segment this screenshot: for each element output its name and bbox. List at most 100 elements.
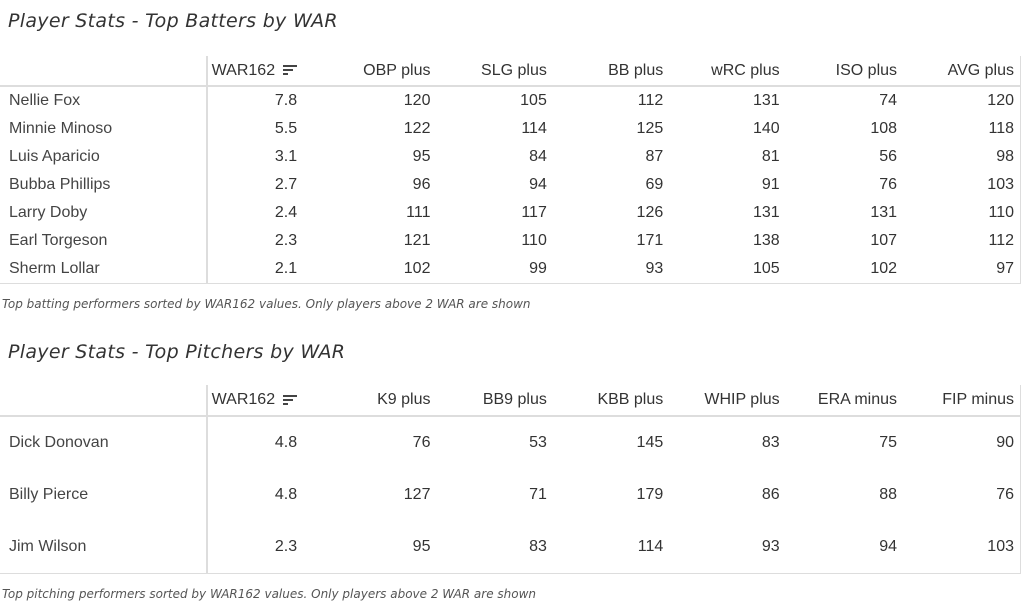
column-header-label: ERA minus (817, 391, 898, 408)
column-header-bb9-plus[interactable]: BB9 plus (436, 385, 553, 417)
stat-cell: 95 (412, 148, 431, 165)
stat-cell: 3.1 (274, 148, 298, 165)
stat-cell: 127 (403, 486, 431, 503)
stat-cell: 91 (761, 176, 780, 193)
column-header-wrc-plus[interactable]: wRC plus (669, 56, 786, 87)
column-header-era-minus[interactable]: ERA minus (785, 385, 904, 417)
table-row: Minnie Minoso 5.5 122 114 125 140 108 118 (0, 115, 1021, 143)
stat-cell: 71 (529, 486, 547, 503)
stat-cell: 88 (879, 486, 898, 503)
column-header-label: ISO plus (835, 61, 898, 79)
stat-cell: 114 (521, 120, 547, 137)
column-header-label: FIP minus (942, 391, 1014, 408)
batters-caption: Top batting performers sorted by WAR162 … (2, 297, 531, 311)
stat-cell: 140 (752, 120, 780, 137)
player-name: Dick Donovan (0, 416, 208, 469)
stat-cell: 112 (988, 232, 1014, 249)
stat-cell: 171 (636, 232, 664, 249)
stat-cell: 131 (752, 204, 780, 221)
stat-cell: 76 (996, 486, 1014, 503)
column-header-whip-plus[interactable]: WHIP plus (669, 385, 786, 417)
column-header-fip-minus[interactable]: FIP minus (903, 385, 1021, 417)
stat-cell: 112 (637, 92, 664, 109)
column-header-label: wRC plus (711, 61, 780, 79)
column-header-avg-plus[interactable]: AVG plus (903, 56, 1021, 87)
column-header-label: WAR162 (211, 61, 276, 79)
stat-cell: 93 (761, 538, 780, 555)
stat-cell: 69 (645, 176, 664, 193)
table-row: Nellie Fox 7.8 120 105 112 131 74 120 (0, 86, 1021, 115)
stat-cell: 2.1 (274, 260, 298, 277)
batters-title: Player Stats - Top Batters by WAR (8, 10, 338, 32)
stat-cell: 107 (870, 232, 898, 249)
column-header-label: BB plus (608, 61, 664, 79)
stat-cell: 120 (987, 92, 1014, 109)
batters-table: WAR162 OBP plus SLG plus BB plus wRC plus ISO… (0, 56, 1021, 284)
column-header-label: AVG plus (947, 61, 1014, 79)
stat-cell: 102 (403, 260, 431, 277)
stat-cell: 2.3 (274, 538, 298, 555)
column-header-label: WAR162 (211, 391, 276, 408)
stat-cell: 108 (870, 120, 898, 137)
header-row: WAR162 OBP plus SLG plus BB plus wRC plus ISO… (0, 56, 1021, 87)
column-header-kbb-plus[interactable]: KBB plus (552, 385, 670, 417)
player-name: Jim Wilson (0, 521, 208, 574)
table-row: Bubba Phillips 2.7 96 94 69 91 76 103 (0, 171, 1021, 199)
stat-cell: 179 (636, 486, 664, 503)
stat-cell: 131 (870, 204, 898, 221)
table-row: Earl Torgeson 2.3 121 110 171 138 107 112 (0, 227, 1021, 255)
table-row: Jim Wilson 2.3 95 83 114 93 94 103 (0, 521, 1021, 574)
stat-cell: 83 (529, 538, 547, 555)
column-header-k9-plus[interactable]: K9 plus (323, 385, 437, 417)
stat-cell: 4.8 (274, 434, 298, 451)
column-header-slg-plus[interactable]: SLG plus (436, 56, 553, 87)
column-header-label: SLG plus (481, 61, 547, 79)
stat-cell: 2.4 (274, 204, 298, 221)
table-row: Larry Doby 2.4 111 117 126 131 131 110 (0, 199, 1021, 227)
stat-cell: 118 (988, 120, 1014, 137)
column-header-label: KBB plus (597, 391, 664, 408)
stat-cell: 74 (879, 92, 898, 109)
stat-cell: 114 (637, 538, 664, 555)
table-row: Luis Aparicio 3.1 95 84 87 81 56 98 (0, 143, 1021, 171)
player-name: Nellie Fox (0, 86, 208, 115)
stat-cell: 122 (403, 120, 431, 137)
stat-cell: 110 (988, 204, 1014, 221)
stat-cell: 76 (879, 176, 898, 193)
stat-cell: 2.3 (274, 232, 298, 249)
table-row: Sherm Lollar 2.1 102 99 93 105 102 97 (0, 255, 1021, 284)
stat-cell: 5.5 (274, 120, 298, 137)
stat-cell: 94 (879, 538, 898, 555)
sort-descending-icon[interactable] (283, 394, 298, 406)
player-name: Billy Pierce (0, 469, 208, 521)
stat-cell: 103 (987, 538, 1014, 555)
stat-cell: 93 (645, 260, 664, 277)
stat-cell: 87 (645, 148, 664, 165)
player-name: Earl Torgeson (0, 227, 208, 255)
stat-cell: 105 (752, 260, 780, 277)
stat-cell: 75 (879, 434, 898, 451)
column-header-obp-plus[interactable]: OBP plus (323, 56, 437, 87)
column-header-bb-plus[interactable]: BB plus (552, 56, 670, 87)
stat-cell: 131 (752, 92, 780, 109)
column-header-war162[interactable]: WAR162 (206, 56, 324, 87)
column-header-label: BB9 plus (482, 391, 547, 408)
column-header-war162[interactable]: WAR162 (206, 385, 324, 417)
player-name: Luis Aparicio (0, 143, 208, 171)
stat-cell: 76 (412, 434, 431, 451)
stat-cell: 99 (529, 260, 547, 277)
table-row: Dick Donovan 4.8 76 53 145 83 75 90 (0, 416, 1021, 469)
player-name: Sherm Lollar (0, 255, 208, 284)
column-header-label: WHIP plus (704, 391, 780, 408)
stat-cell: 102 (870, 260, 898, 277)
stat-cell: 111 (406, 204, 431, 221)
stat-cell: 7.8 (274, 92, 298, 109)
column-header-player[interactable] (0, 385, 208, 417)
stat-cell: 56 (879, 148, 898, 165)
stat-cell: 96 (412, 176, 431, 193)
sort-descending-icon[interactable] (283, 64, 298, 76)
pitchers-caption: Top pitching performers sorted by WAR162… (2, 587, 537, 601)
stat-cell: 120 (403, 92, 431, 109)
column-header-iso-plus[interactable]: ISO plus (785, 56, 904, 87)
column-header-player[interactable] (0, 56, 208, 87)
